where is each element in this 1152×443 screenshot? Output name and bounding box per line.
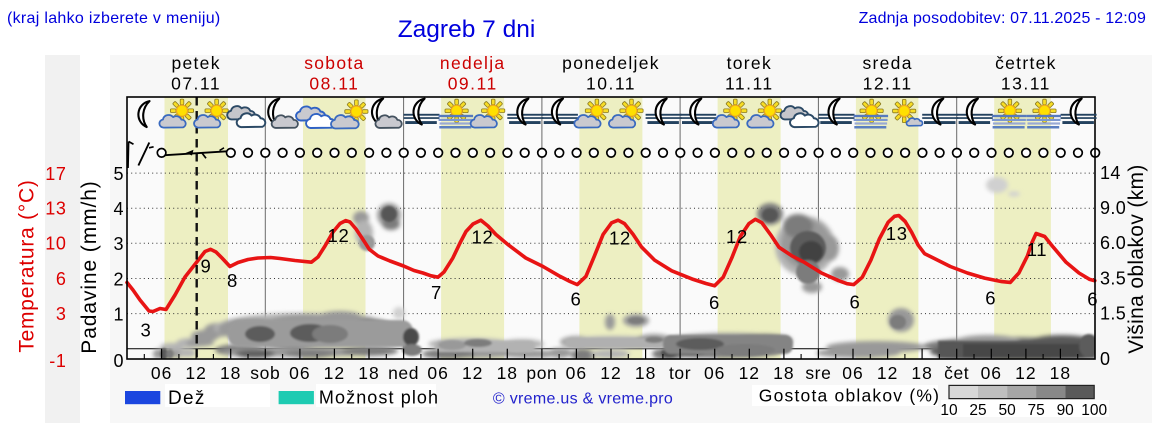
svg-text:(kraj lahko izberete v meniju): (kraj lahko izberete v meniju) [7,10,221,27]
svg-text:12: 12 [324,363,345,383]
svg-text:12: 12 [462,363,483,383]
svg-text:11: 11 [1027,239,1048,260]
svg-text:12: 12 [185,363,206,383]
svg-text:12: 12 [328,225,350,246]
svg-text:12: 12 [472,226,494,247]
svg-text:18: 18 [635,363,656,383]
svg-text:ponedeljek: ponedeljek [562,53,660,73]
svg-text:06: 06 [427,363,448,383]
svg-text:6: 6 [56,269,67,289]
svg-text:Višina oblakov (km): Višina oblakov (km) [1125,164,1148,354]
svg-text:18: 18 [497,363,518,383]
svg-text:10: 10 [45,234,66,254]
svg-text:5: 5 [113,164,123,184]
svg-text:3: 3 [141,319,152,340]
svg-text:12: 12 [739,363,760,383]
svg-text:3: 3 [113,234,123,254]
svg-text:četrtek: četrtek [995,53,1057,73]
svg-text:12: 12 [600,363,621,383]
svg-text:90: 90 [1057,402,1075,419]
svg-text:Zadnja posodobitev: 07.11.2025: Zadnja posodobitev: 07.11.2025 - 12:09 [859,10,1146,27]
svg-text:2: 2 [113,269,123,289]
svg-text:06: 06 [842,363,863,383]
svg-text:-1: -1 [49,351,66,371]
svg-text:9: 9 [201,256,212,277]
svg-text:© vreme.us & vreme.pro: © vreme.us & vreme.pro [493,391,673,408]
svg-text:tor: tor [669,363,691,383]
svg-text:Temperatura (°C): Temperatura (°C) [16,179,39,352]
svg-text:čet: čet [944,363,969,383]
svg-text:06: 06 [151,363,172,383]
svg-text:6: 6 [571,288,582,309]
svg-text:6: 6 [985,287,996,308]
svg-text:0: 0 [113,351,123,371]
svg-text:17: 17 [45,164,66,184]
svg-text:18: 18 [911,363,932,383]
svg-text:12: 12 [877,363,898,383]
svg-text:06: 06 [289,363,310,383]
svg-text:sreda: sreda [862,53,912,73]
svg-text:Možnost ploh: Možnost ploh [319,388,439,408]
svg-text:10: 10 [940,402,958,419]
svg-text:8: 8 [227,270,238,291]
svg-text:7: 7 [431,282,442,303]
svg-text:07.11: 07.11 [171,74,221,94]
svg-text:6: 6 [850,291,861,312]
svg-text:Padavine (mm/h): Padavine (mm/h) [78,180,101,353]
svg-text:06: 06 [566,363,587,383]
svg-text:14: 14 [1100,163,1121,183]
svg-text:ned: ned [388,363,419,383]
svg-text:11.11: 11.11 [725,74,774,94]
svg-text:06: 06 [981,363,1002,383]
svg-text:13: 13 [45,199,66,219]
svg-text:09.11: 09.11 [448,74,498,94]
svg-text:Dež: Dež [168,388,206,409]
svg-text:sob: sob [250,363,280,383]
svg-text:100: 100 [1081,402,1107,419]
svg-text:12.11: 12.11 [863,74,913,94]
svg-text:13: 13 [886,223,908,244]
svg-text:18: 18 [220,363,241,383]
svg-text:50: 50 [998,402,1016,419]
svg-text:06: 06 [704,363,725,383]
svg-text:12: 12 [726,226,748,247]
svg-text:3: 3 [56,304,67,324]
svg-text:0: 0 [1100,349,1110,369]
svg-text:6.0: 6.0 [1100,233,1126,253]
svg-text:08.11: 08.11 [309,74,359,94]
svg-text:Gostota oblakov (%): Gostota oblakov (%) [759,386,940,406]
svg-text:nedelja: nedelja [440,53,506,73]
svg-text:3.5: 3.5 [1100,269,1126,289]
svg-text:75: 75 [1027,402,1044,419]
svg-text:10.11: 10.11 [586,74,636,94]
svg-text:9.0: 9.0 [1100,198,1126,218]
svg-text:18: 18 [773,363,794,383]
svg-text:6: 6 [709,292,720,313]
svg-text:6: 6 [1087,288,1098,309]
svg-text:torek: torek [727,53,772,73]
svg-text:Zagreb 7 dni: Zagreb 7 dni [398,16,536,43]
svg-text:4: 4 [113,199,123,219]
svg-text:18: 18 [1050,363,1071,383]
svg-text:1.5: 1.5 [1100,304,1126,324]
svg-text:18: 18 [358,363,379,383]
svg-text:25: 25 [969,402,986,419]
svg-text:pon: pon [526,363,557,383]
svg-text:sre: sre [805,363,831,383]
svg-text:petek: petek [171,53,220,73]
svg-text:12: 12 [1015,363,1036,383]
svg-text:12: 12 [609,227,631,248]
svg-text:1: 1 [113,304,123,324]
svg-text:sobota: sobota [304,53,364,73]
svg-text:13.11: 13.11 [1001,74,1051,94]
